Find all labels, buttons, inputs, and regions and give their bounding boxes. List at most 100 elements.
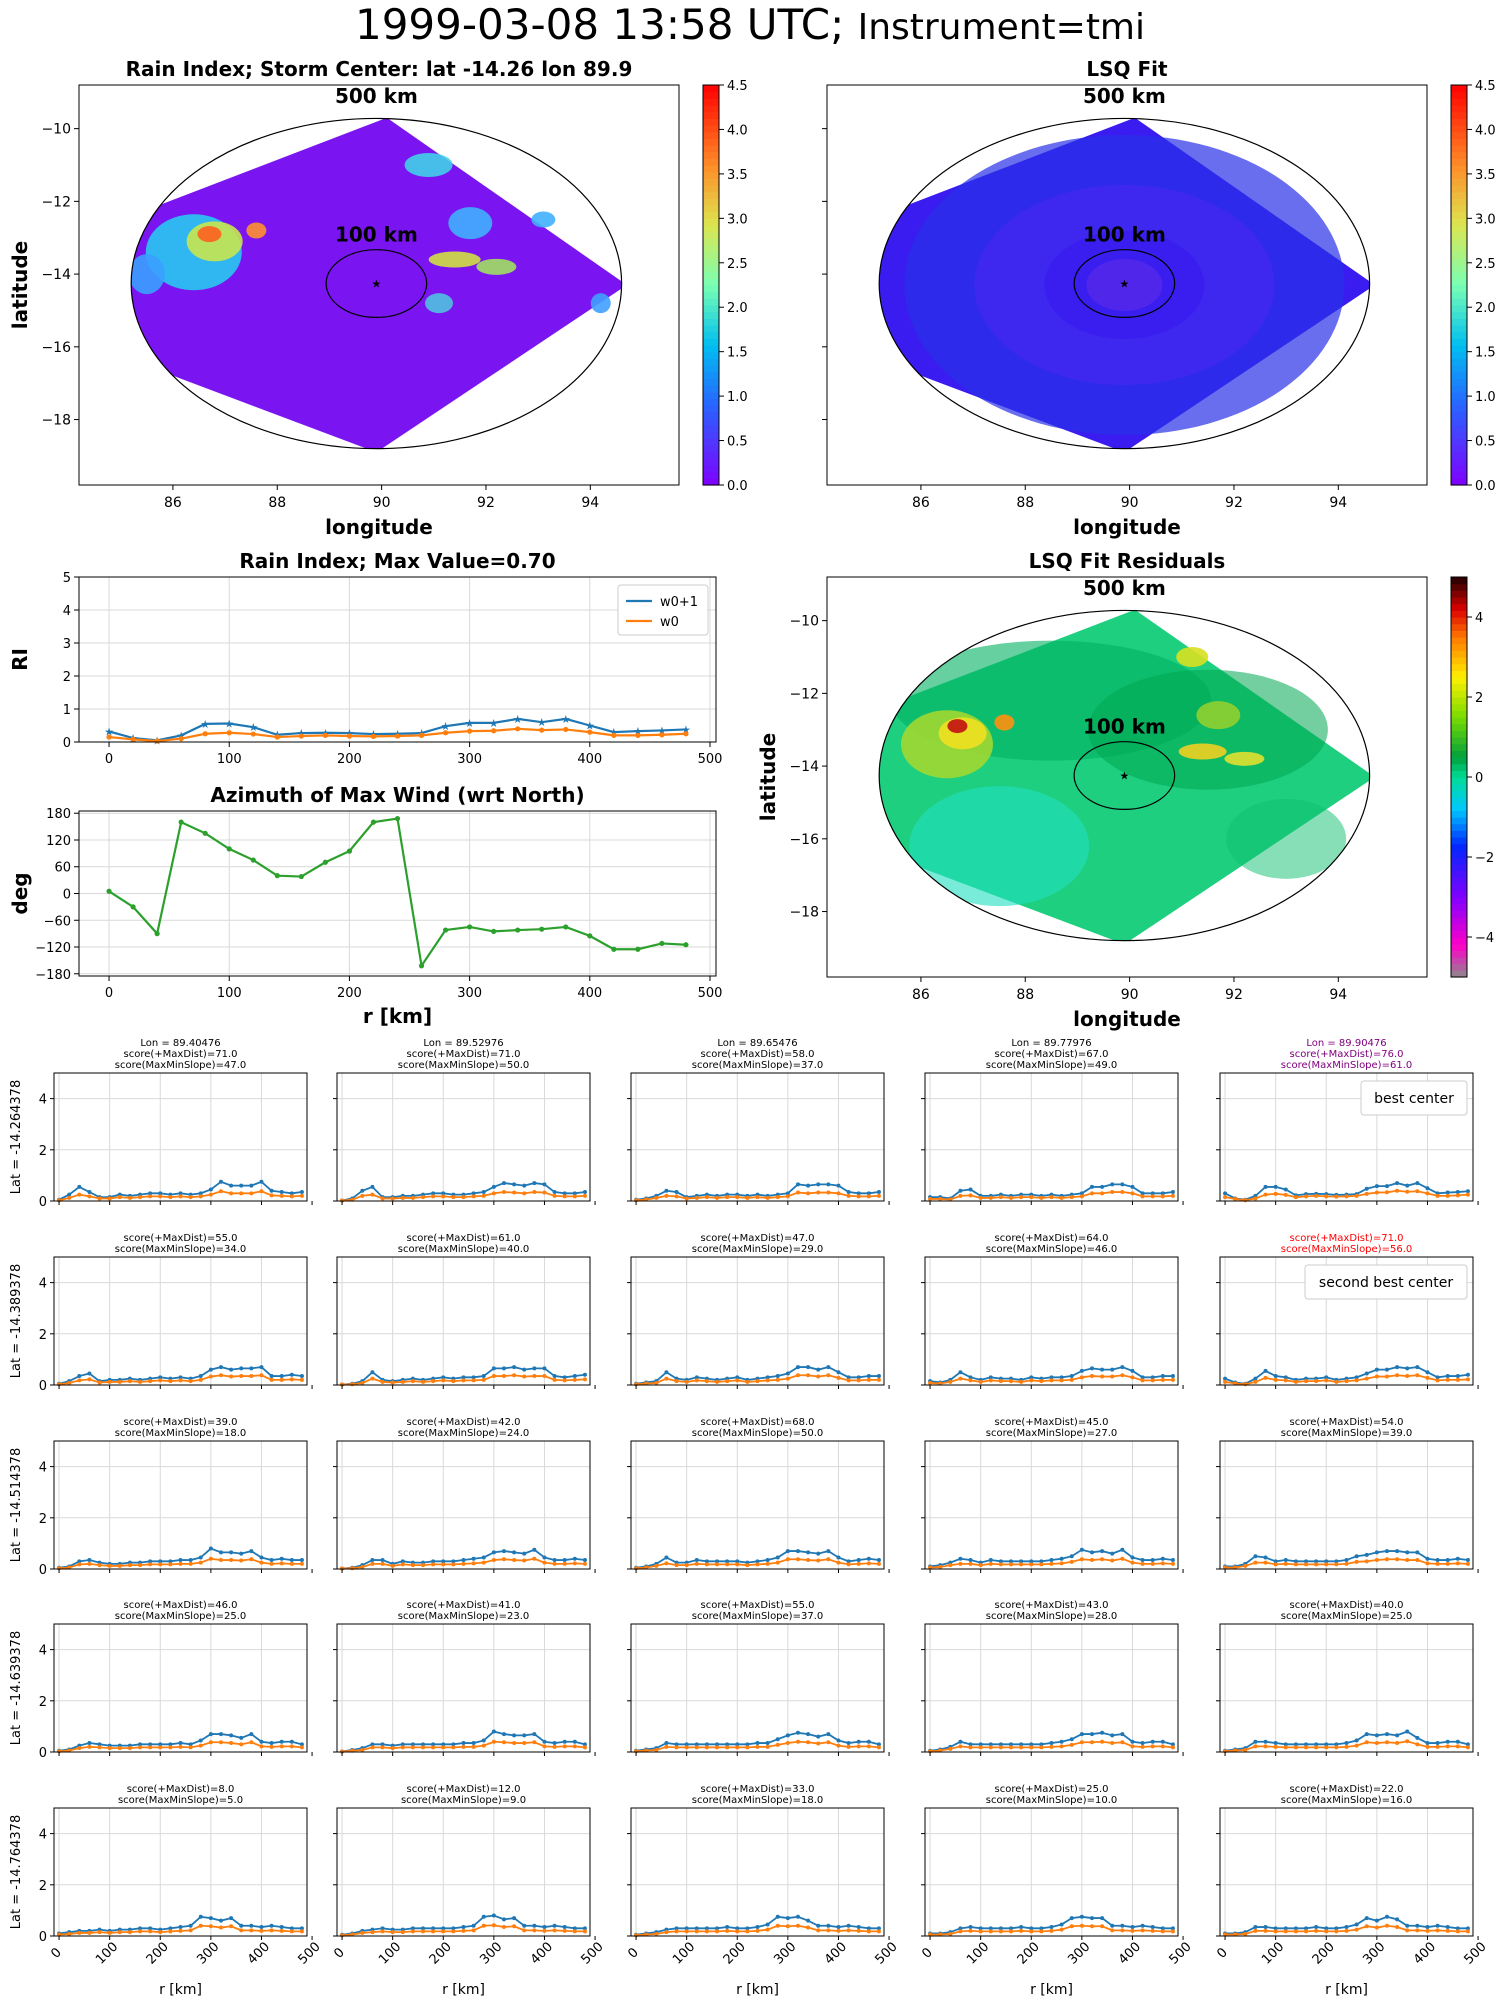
candidate-point	[421, 1379, 426, 1384]
candidate-point	[1019, 1379, 1024, 1384]
candidate-point	[229, 1367, 234, 1372]
candidate-point	[654, 1747, 659, 1752]
candidate-point	[198, 1560, 203, 1565]
colorbar-cell	[703, 191, 719, 199]
candidate-panel: score(+MaxDist)=47.0score(MaxMinSlope)=2…	[627, 1233, 890, 1389]
candidate-point	[1170, 1926, 1175, 1931]
colorbar-cell	[1451, 737, 1467, 745]
candidate-point	[1089, 1184, 1094, 1189]
candidate-point	[512, 1741, 517, 1746]
candidate-point	[178, 1191, 183, 1196]
candidate-point	[1304, 1929, 1309, 1934]
fit-frame	[826, 84, 1428, 486]
candidate-point	[471, 1191, 476, 1196]
colorbar-cell	[1451, 85, 1467, 93]
candidate-point	[279, 1925, 284, 1930]
candidate-point	[1314, 1379, 1319, 1384]
candidate-point	[552, 1928, 557, 1933]
colorbar-cell	[703, 418, 719, 426]
candidate-point	[674, 1929, 679, 1934]
fit-rain-cell	[1086, 259, 1163, 311]
candidate-point	[188, 1745, 193, 1750]
colorbar-cell	[703, 351, 719, 359]
colorbar-cell	[703, 205, 719, 213]
candidate-row-label: Lat = -14.764378	[9, 1815, 24, 1929]
colorbar-cell	[1451, 205, 1467, 213]
candidate-point	[522, 1733, 527, 1738]
candidate-point	[694, 1375, 699, 1380]
colorbar-cell	[1451, 131, 1467, 139]
colorbar-cell	[1451, 850, 1467, 858]
colorbar-cell	[1451, 398, 1467, 406]
fit-ring-outer-label: 500 km	[1083, 84, 1166, 108]
candidate-title-line: score(+MaxDist)=76.0	[1290, 1049, 1404, 1060]
candidate-point	[1160, 1374, 1165, 1379]
candidate-point	[1304, 1562, 1309, 1567]
candidate-point	[168, 1745, 173, 1750]
candidate-xtick-label: 200	[721, 1939, 749, 1967]
rain-index-point: ★	[513, 713, 523, 726]
candidate-point	[1130, 1560, 1135, 1565]
candidate-frame	[630, 1440, 885, 1570]
candidate-point	[542, 1555, 547, 1560]
candidate-point	[269, 1923, 274, 1928]
candidate-point	[431, 1379, 436, 1384]
candidate-point	[380, 1926, 385, 1931]
candidate-point	[229, 1741, 234, 1746]
candidate-point	[158, 1194, 163, 1199]
candidate-point	[1100, 1557, 1105, 1562]
candidate-panel: score(+MaxDist)=43.0score(MaxMinSlope)=2…	[921, 1600, 1184, 1756]
rain-index-ytick-label: 4	[63, 604, 71, 619]
rain-rain-cell	[131, 254, 165, 295]
candidate-title-line: score(+MaxDist)=68.0	[701, 1417, 815, 1428]
candidate-point	[239, 1923, 244, 1928]
colorbar-cell	[703, 465, 719, 473]
candidate-title-line: score(+MaxDist)=39.0	[124, 1417, 238, 1428]
candidate-frame	[1219, 1256, 1474, 1386]
candidate-point	[1283, 1558, 1288, 1563]
candidate-point	[441, 1375, 446, 1380]
candidate-point	[239, 1928, 244, 1933]
candidate-point	[1223, 1379, 1228, 1384]
candidate-title-line: score(MaxMinSlope)=49.0	[986, 1060, 1117, 1071]
candidate-point	[694, 1558, 699, 1563]
candidate-point	[1374, 1374, 1379, 1379]
candidate-point	[1283, 1742, 1288, 1747]
candidate-point	[1059, 1744, 1064, 1749]
candidate-point	[876, 1745, 881, 1750]
candidate-point	[168, 1742, 173, 1747]
candidate-point	[289, 1377, 294, 1382]
fit-xtick-label: 86	[912, 495, 930, 511]
colorbar-cell	[1451, 391, 1467, 399]
candidate-point	[694, 1929, 699, 1934]
candidate-point	[1039, 1742, 1044, 1747]
candidate-point	[775, 1555, 780, 1560]
azimuth-point	[130, 904, 136, 910]
candidate-point	[775, 1737, 780, 1742]
candidate-point	[876, 1190, 881, 1195]
candidate-point	[522, 1928, 527, 1933]
candidate-point	[1425, 1744, 1430, 1749]
candidate-point	[208, 1546, 213, 1551]
candidate-point	[552, 1377, 557, 1382]
candidate-point	[1455, 1190, 1460, 1195]
colorbar-cell	[1451, 445, 1467, 453]
candidate-point	[725, 1928, 730, 1933]
candidate-point	[876, 1561, 881, 1566]
candidate-point	[694, 1926, 699, 1931]
candidate-point	[117, 1379, 122, 1384]
azimuth-point	[587, 933, 593, 939]
candidate-point	[259, 1189, 264, 1194]
colorbar-cell	[703, 245, 719, 253]
colorbar-cell	[703, 325, 719, 333]
candidate-point	[765, 1561, 770, 1566]
candidate-point	[512, 1916, 517, 1921]
rain-index-xtick-label: 500	[698, 752, 723, 767]
candidate-point	[755, 1928, 760, 1933]
candidate-point	[806, 1558, 811, 1563]
candidate-point	[826, 1923, 831, 1928]
candidate-point	[512, 1373, 517, 1378]
candidate-point	[148, 1929, 153, 1934]
candidate-point	[1445, 1744, 1450, 1749]
candidate-point	[1354, 1554, 1359, 1559]
